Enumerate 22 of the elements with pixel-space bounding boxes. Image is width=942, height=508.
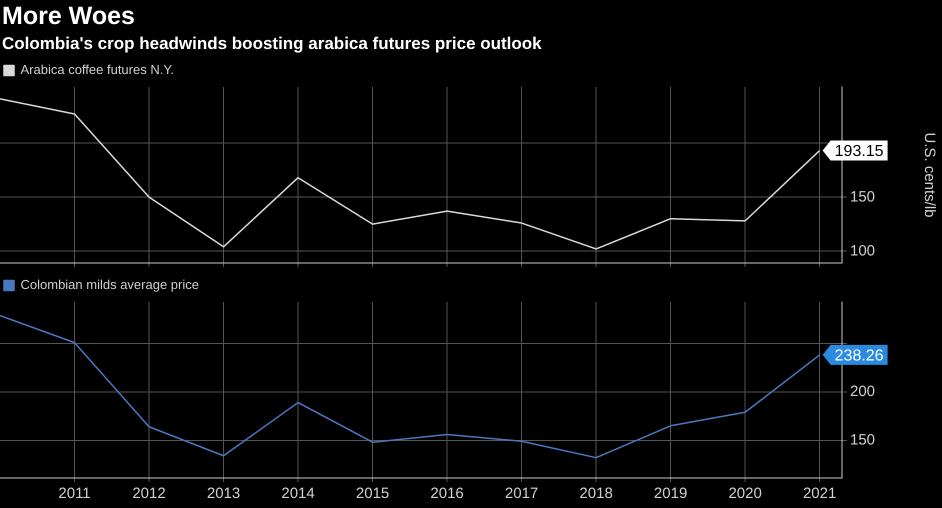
y-tick-label: 150 bbox=[850, 431, 876, 448]
data-label: 193.15 bbox=[834, 142, 884, 160]
x-tick-label: 2021 bbox=[802, 485, 836, 502]
chart-title: More Woes bbox=[2, 2, 135, 31]
x-tick-label: 2019 bbox=[654, 485, 688, 502]
x-tick-label: 2012 bbox=[132, 485, 166, 502]
x-tick-label: 2017 bbox=[504, 485, 538, 502]
x-tick-label: 2016 bbox=[430, 485, 464, 502]
x-tick-label: 2013 bbox=[206, 485, 240, 502]
chart-subtitle: Colombia's crop headwinds boosting arabica futures price outlook bbox=[2, 34, 542, 54]
y-tick-label: 200 bbox=[850, 383, 876, 400]
data-label: 238.26 bbox=[834, 347, 884, 364]
x-tick-label: 2014 bbox=[281, 485, 315, 502]
y-tick-label: 100 bbox=[850, 242, 876, 260]
legend-label: Arabica coffee futures N.Y. bbox=[20, 62, 174, 78]
x-tick-label: 2020 bbox=[728, 485, 762, 502]
y-tick-label: 150 bbox=[850, 188, 876, 206]
x-tick-label: 2018 bbox=[579, 485, 613, 502]
x-tick-label: 2015 bbox=[356, 485, 390, 502]
x-tick-label: 2011 bbox=[58, 485, 91, 502]
y-axis-title: U.S. cents/lb bbox=[920, 132, 938, 218]
legend-label: Colombian milds average price bbox=[20, 277, 199, 292]
